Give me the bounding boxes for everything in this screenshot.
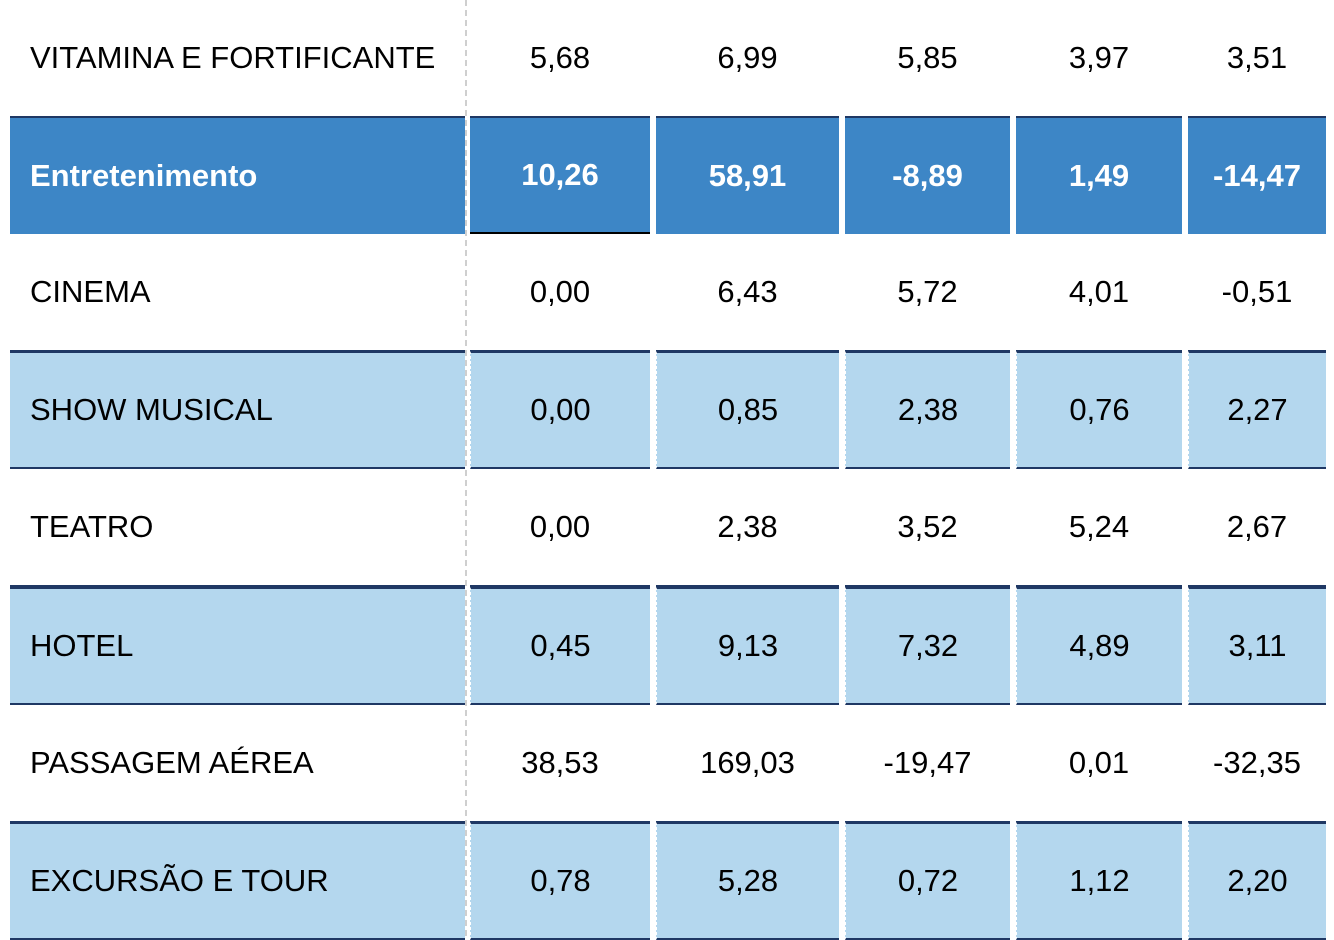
table-cell: -19,47 [845, 705, 1010, 823]
table-row: HOTEL 0,45 9,13 7,32 4,89 3,11 [0, 587, 1334, 705]
table-row: SHOW MUSICAL 0,00 0,85 2,38 0,76 2,27 [0, 351, 1334, 469]
table-cell: 58,91 [656, 116, 839, 234]
table-cell: 0,45 [470, 587, 650, 705]
table-cell: 6,43 [656, 234, 839, 352]
table-cell: 0,72 [845, 822, 1010, 940]
table-cell: 10,26 [470, 116, 650, 234]
table-cell: 3,97 [1016, 0, 1182, 118]
table-cell: 169,03 [656, 705, 839, 823]
table-row: VITAMINA E FORTIFICANTE 5,68 6,99 5,85 3… [0, 0, 1334, 118]
table-cell: 1,12 [1016, 822, 1182, 940]
column-divider [465, 0, 467, 936]
table-row: CINEMA 0,00 6,43 5,72 4,01 -0,51 [0, 234, 1334, 352]
table-cell: 0,76 [1016, 351, 1182, 469]
row-label: CINEMA [10, 234, 465, 352]
table-cell: 2,38 [656, 469, 839, 587]
row-label: HOTEL [10, 587, 465, 705]
table-cell: 2,27 [1188, 351, 1326, 469]
table-cell: 5,85 [845, 0, 1010, 118]
table-cell: 2,38 [845, 351, 1010, 469]
table-cell: 0,00 [470, 469, 650, 587]
table-cell: 3,52 [845, 469, 1010, 587]
table-cell: 5,68 [470, 0, 650, 118]
table-row-category: Entretenimento 10,26 58,91 -8,89 1,49 -1… [0, 116, 1334, 234]
row-label: TEATRO [10, 469, 465, 587]
table-row: EXCURSÃO E TOUR 0,78 5,28 0,72 1,12 2,20 [0, 822, 1334, 940]
table-cell: 9,13 [656, 587, 839, 705]
table-cell: 5,28 [656, 822, 839, 940]
table-row: TEATRO 0,00 2,38 3,52 5,24 2,67 [0, 469, 1334, 587]
row-label: SHOW MUSICAL [10, 351, 465, 469]
row-label: EXCURSÃO E TOUR [10, 822, 465, 940]
row-label: PASSAGEM AÉREA [10, 705, 465, 823]
table-cell: -14,47 [1188, 116, 1326, 234]
table-cell: 0,00 [470, 234, 650, 352]
table-cell: -32,35 [1188, 705, 1326, 823]
table-cell: 5,72 [845, 234, 1010, 352]
table-cell: 7,32 [845, 587, 1010, 705]
table-cell: 0,01 [1016, 705, 1182, 823]
row-label: VITAMINA E FORTIFICANTE [10, 0, 465, 118]
table-cell: -8,89 [845, 116, 1010, 234]
row-label: Entretenimento [10, 116, 465, 234]
table-cell: 2,20 [1188, 822, 1326, 940]
table-cell: 2,67 [1188, 469, 1326, 587]
table-cell: 5,24 [1016, 469, 1182, 587]
table-cell: 6,99 [656, 0, 839, 118]
table-cell: 4,01 [1016, 234, 1182, 352]
table-cell: 0,85 [656, 351, 839, 469]
table-cell: 38,53 [470, 705, 650, 823]
table-cell: 1,49 [1016, 116, 1182, 234]
table-cell: 3,51 [1188, 0, 1326, 118]
table-row: PASSAGEM AÉREA 38,53 169,03 -19,47 0,01 … [0, 705, 1334, 823]
table-cell: 3,11 [1188, 587, 1326, 705]
table-cell: 0,78 [470, 822, 650, 940]
table-cell: 0,00 [470, 351, 650, 469]
table-cell: 4,89 [1016, 587, 1182, 705]
table-cell: -0,51 [1188, 234, 1326, 352]
